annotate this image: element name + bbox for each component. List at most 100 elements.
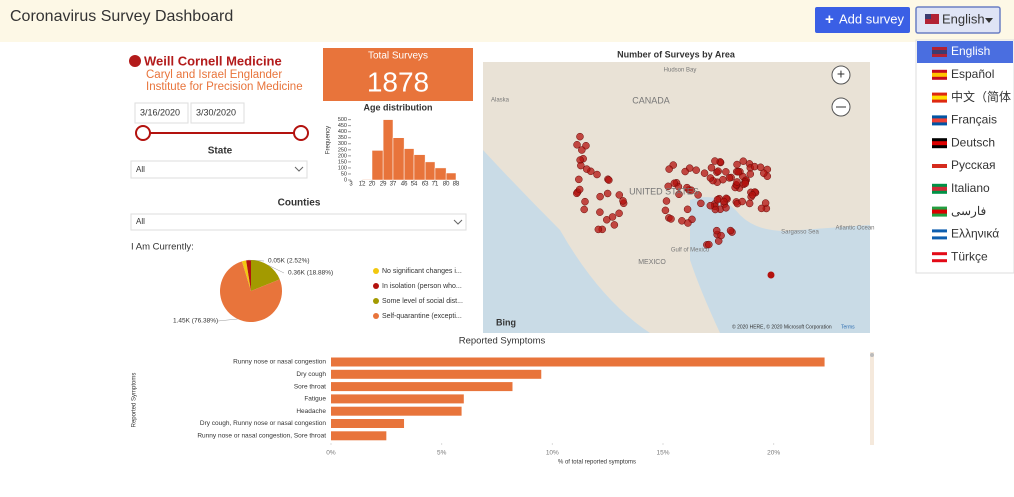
language-option[interactable]: 中文（简体 [951,89,1011,104]
counties-dropdown[interactable] [130,213,467,231]
y-axis-label: Reported Symptoms [132,373,138,428]
language-option[interactable]: Deutsch [951,135,995,149]
language-option[interactable]: Italiano [951,181,990,195]
data-label: 0.36K (18.88%) [288,270,333,277]
map-point [700,169,709,177]
flag [932,118,947,123]
flag [932,164,947,168]
bar[interactable] [331,419,405,428]
language-button[interactable] [915,6,1001,34]
map-point [664,182,672,191]
histogram-bar [434,167,447,181]
map-point [573,141,581,149]
y-tick-label: 450 [338,123,347,129]
data-label: 1.45K (76.38%) [173,318,218,325]
date-box[interactable] [134,102,189,124]
map-point [683,205,692,214]
map-point [767,271,775,279]
map-point [733,178,741,186]
slider-handle[interactable] [135,125,151,141]
zoom-in[interactable] [831,65,851,85]
map-attribution: © 2020 HERE, © 2020 Microsoft Corporatio… [732,323,832,330]
ocean [483,150,650,333]
x-tick-label: 88 [453,182,460,188]
y-tick-label: Fatigue [304,396,326,403]
language-option[interactable]: English [951,44,990,58]
x-tick-label: 46 [401,182,408,188]
map-label: Hudson Bay [664,68,697,74]
histogram-bar [361,179,373,181]
map-point [741,179,749,188]
y-tick-label: Runny nose or nasal congestion [233,359,326,366]
map-point [746,170,755,178]
language-option[interactable]: فارسی [951,204,986,218]
y-tick-label: Dry cough [296,371,326,378]
language-option[interactable]: Türkçe [951,249,988,263]
x-tick-label: 63 [422,182,429,188]
map-point [596,192,604,201]
histogram-bar [445,172,457,181]
flag [932,232,947,237]
language-label: English [942,11,985,26]
legend-label: In isolation (person who... [382,283,462,290]
map-point [581,197,589,206]
state-dropdown[interactable] [130,160,308,179]
map-point [684,219,692,227]
caret [453,219,463,225]
x-tick-label: 3 [349,182,353,188]
map-point [608,213,617,221]
pie-slice [246,260,251,291]
map-point [722,204,730,212]
counties-value: All [136,217,145,226]
bar[interactable] [331,431,387,441]
flag [932,141,947,146]
x-tick-label: 10% [546,450,559,457]
flag [932,209,947,214]
map-point [720,197,728,206]
language-option[interactable]: Français [951,113,997,127]
y-tick-label: Headache [296,408,326,415]
flag [925,14,939,24]
map-point [692,166,700,174]
add-survey-button[interactable] [815,7,910,33]
scroll-thumb[interactable] [870,353,874,357]
x-axis-label: % of total reported symptoms [558,460,636,466]
add-survey-label: Add survey [839,11,905,26]
map-point [707,163,716,172]
histogram-bar [371,150,384,181]
bar[interactable] [331,394,464,404]
bar[interactable] [331,369,542,379]
x-tick-label: 71 [432,182,439,188]
map-point [726,226,735,235]
y-tick-label: 200 [338,153,347,159]
bar[interactable] [331,382,513,392]
map-point [615,191,624,199]
map-point [582,165,591,173]
map-label: UNITED STATES [629,186,699,196]
date-box[interactable] [190,102,245,124]
legend-label: Some level of social dist... [382,298,463,305]
y-tick-label: Dry cough, Runny nose or nasal congestio… [200,420,326,427]
chart-title: I Am Currently: [131,242,194,253]
flag [925,14,931,19]
legend-label: Self-quarantine (excepti... [382,313,462,320]
y-tick-label: 100 [338,165,347,171]
y-tick-label: 0 [344,177,347,183]
language-option[interactable]: Ελληνικά [951,227,999,241]
bar[interactable] [331,406,462,416]
map-label: Sargasso Sea [781,230,819,236]
language-option[interactable]: Español [951,67,994,81]
map-point [576,132,584,141]
total-card [323,48,473,101]
slider-handle[interactable] [293,125,309,141]
scrollbar [870,352,874,445]
bar[interactable] [331,357,825,367]
map-point [681,167,689,176]
total-label: Total Surveys [368,51,428,62]
language-option[interactable]: Русская [951,158,996,172]
map-terms[interactable]: Terms [841,324,855,330]
menu-highlight [917,41,1013,63]
state-value: All [136,165,145,174]
y-tick-label: 400 [338,129,347,135]
